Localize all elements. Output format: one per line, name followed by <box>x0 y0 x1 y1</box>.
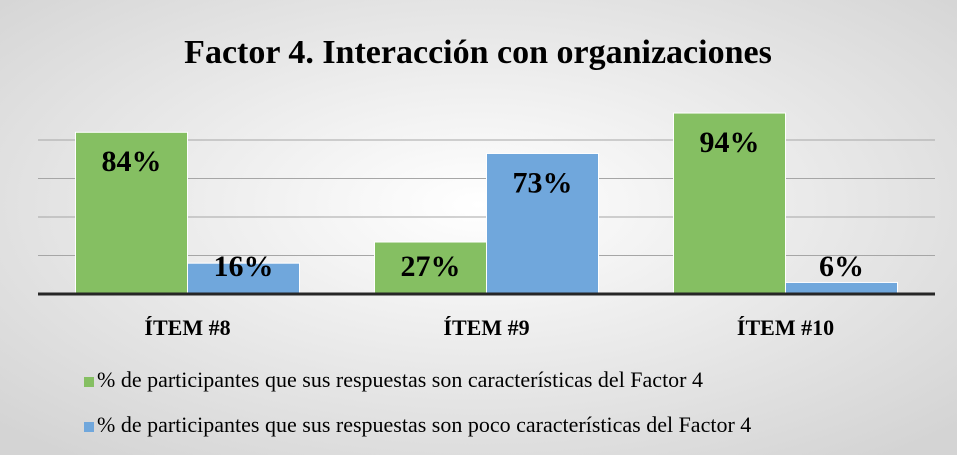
legend-label: % de participantes que sus respuestas so… <box>97 412 751 437</box>
chart-title: Factor 4. Interacción con organizaciones <box>184 34 772 71</box>
legend-swatch <box>84 422 94 432</box>
legend-swatch <box>84 377 94 387</box>
bar <box>785 281 898 295</box>
x-tick-label: ÍTEM #9 <box>443 315 529 340</box>
data-label: 27% <box>401 250 461 283</box>
data-label: 94% <box>700 126 760 159</box>
legend-label: % de participantes que sus respuestas so… <box>97 367 703 392</box>
data-label: 84% <box>102 145 162 178</box>
x-tick-label: ÍTEM #8 <box>144 315 230 340</box>
data-label: 73% <box>513 166 573 199</box>
x-tick-label: ÍTEM #10 <box>737 315 834 340</box>
data-label: 16% <box>214 250 274 283</box>
data-label: 6% <box>819 250 864 283</box>
bar <box>75 131 188 295</box>
bar <box>673 112 786 295</box>
bar <box>486 152 599 295</box>
